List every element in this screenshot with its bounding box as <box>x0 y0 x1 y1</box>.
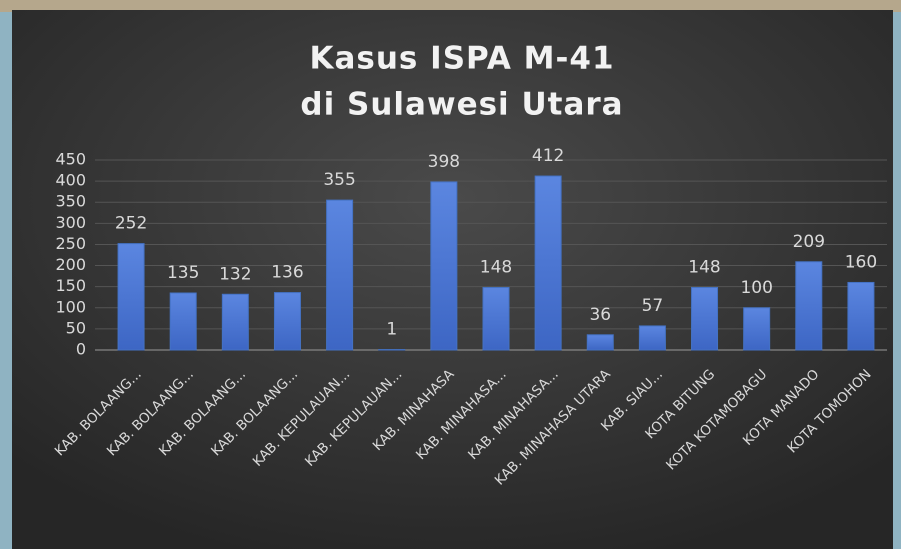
y-tick-label: 400 <box>55 171 86 190</box>
y-tick-label: 450 <box>55 150 86 169</box>
bar <box>796 262 822 350</box>
y-tick-label: 350 <box>55 192 86 211</box>
bar <box>170 293 196 350</box>
bar <box>483 288 509 350</box>
y-tick-label: 50 <box>66 318 86 337</box>
value-label: 1 <box>386 320 397 340</box>
bar <box>744 308 770 350</box>
value-label: 398 <box>428 152 460 172</box>
value-label: 160 <box>845 252 877 272</box>
bar <box>692 288 718 350</box>
bar <box>274 293 300 350</box>
chart: Kasus ISPA M-41 di Sulawesi Utara 0 50 100… <box>0 0 901 549</box>
value-label: 100 <box>740 278 772 298</box>
value-label: 135 <box>167 263 199 283</box>
bar <box>587 335 613 350</box>
value-label: 412 <box>532 146 564 166</box>
value-label: 148 <box>688 258 720 278</box>
bar <box>327 200 353 350</box>
y-tick-label: 0 <box>76 340 86 359</box>
value-label: 132 <box>219 264 251 284</box>
y-tick-label: 200 <box>55 255 86 274</box>
bar <box>222 294 248 350</box>
bar <box>535 176 561 350</box>
chart-title: Kasus ISPA M-41 <box>309 41 614 77</box>
value-label: 57 <box>642 296 664 316</box>
y-tick-label: 300 <box>55 213 86 232</box>
page: {"chart_data": {"type": "bar", "title": … <box>0 0 901 549</box>
value-label: 136 <box>271 263 303 283</box>
value-label: 148 <box>480 258 512 278</box>
value-label: 36 <box>589 305 611 325</box>
y-tick-label: 150 <box>55 276 86 295</box>
value-label: 252 <box>115 214 147 234</box>
y-tick-label: 100 <box>55 297 86 316</box>
bar <box>848 282 874 350</box>
bar <box>118 244 144 350</box>
y-tick-label: 250 <box>55 234 86 253</box>
value-label: 355 <box>323 170 355 190</box>
bar <box>431 182 457 350</box>
chart-title: di Sulawesi Utara <box>300 87 623 123</box>
bar <box>639 326 665 350</box>
value-label: 209 <box>793 232 825 252</box>
